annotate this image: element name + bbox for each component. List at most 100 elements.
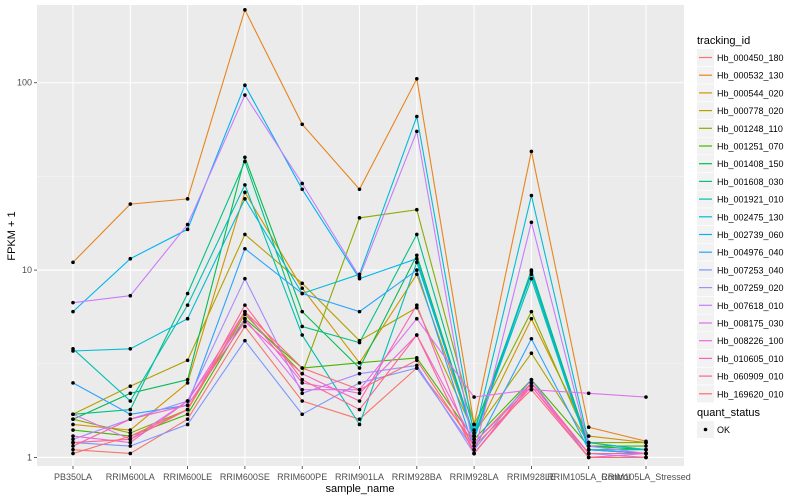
- data-point: [185, 227, 190, 232]
- data-point: [472, 451, 476, 456]
- data-point: [128, 407, 133, 412]
- data-point: [128, 256, 133, 261]
- data-point: [128, 444, 133, 448]
- data-point: [243, 183, 247, 187]
- legend-label: Hb_007253_040: [717, 265, 784, 275]
- data-point: [185, 381, 190, 385]
- x-axis-title: sample_name: [325, 483, 394, 495]
- data-point: [243, 190, 247, 195]
- x-tick-label: RRIM600LA: [106, 472, 155, 482]
- data-point: [586, 434, 591, 438]
- data-point: [243, 276, 247, 281]
- data-point: [185, 303, 190, 307]
- quant-status-ok-label: OK: [717, 425, 730, 435]
- data-point: [415, 272, 419, 277]
- series-points: [71, 8, 648, 460]
- data-point: [71, 440, 75, 445]
- data-point: [128, 434, 133, 438]
- data-point: [357, 391, 362, 396]
- legend-label: Hb_007618_010: [717, 301, 784, 311]
- data-point: [300, 324, 305, 329]
- legend-label: Hb_000532_130: [717, 71, 784, 81]
- data-point: [529, 384, 534, 388]
- data-point: [472, 437, 476, 442]
- data-point: [243, 197, 247, 201]
- data-point: [185, 412, 190, 417]
- data-point: [415, 114, 419, 119]
- data-point: [185, 197, 190, 201]
- plot-panel: [37, 5, 684, 466]
- quant-status-key-point: [703, 427, 708, 432]
- data-point: [529, 336, 534, 341]
- data-point: [71, 434, 75, 438]
- data-point: [415, 207, 419, 212]
- data-point: [71, 417, 75, 421]
- data-point: [586, 447, 591, 452]
- data-point: [357, 381, 362, 385]
- data-point: [128, 451, 133, 456]
- data-point: [128, 293, 133, 298]
- x-axis-ticks: PB350LA RRIM600LA RRIM600LE RRIM600SE RRIM60…: [54, 466, 691, 482]
- data-point: [128, 431, 133, 435]
- data-point: [472, 431, 476, 435]
- data-point: [300, 181, 305, 186]
- data-point: [185, 291, 190, 296]
- data-point: [586, 440, 591, 445]
- data-point: [357, 309, 362, 314]
- data-point: [529, 149, 534, 154]
- legend-label: Hb_000450_180: [717, 53, 784, 63]
- data-point: [529, 272, 534, 277]
- x-tick-label: RRIM928BA: [392, 472, 442, 482]
- data-point: [128, 440, 133, 445]
- legend-label: Hb_060909_010: [717, 372, 784, 382]
- legend-label: Hb_169620_010: [717, 389, 784, 399]
- data-point: [357, 360, 362, 365]
- x-tick-label: RRIM901LA: [335, 472, 384, 482]
- data-point: [128, 428, 133, 432]
- legend-label: Hb_001248_110: [717, 124, 783, 134]
- data-point: [300, 371, 305, 376]
- data-point: [300, 381, 305, 385]
- data-point: [243, 324, 247, 329]
- data-point: [128, 412, 133, 417]
- data-point: [243, 93, 247, 97]
- data-point: [529, 387, 534, 392]
- data-point: [71, 381, 75, 385]
- data-point: [415, 256, 419, 261]
- data-point: [415, 253, 419, 258]
- data-point: [644, 455, 648, 460]
- x-tick-label: RRIM105LA_Control: [547, 472, 630, 482]
- y-axis-title: FPKM + 1: [6, 211, 18, 260]
- data-point: [243, 232, 247, 237]
- data-point: [415, 268, 419, 272]
- legend-label: Hb_001251_070: [717, 142, 784, 152]
- data-point: [472, 422, 476, 427]
- data-point: [644, 395, 648, 399]
- data-point: [415, 305, 419, 310]
- data-point: [586, 455, 591, 460]
- data-point: [472, 444, 476, 448]
- y-axis-ticks: 1 10 100: [17, 78, 37, 462]
- data-point: [300, 377, 305, 382]
- data-point: [644, 447, 648, 452]
- data-point: [128, 347, 133, 351]
- data-point: [529, 269, 534, 274]
- data-point: [472, 428, 476, 432]
- y-tick-label: 10: [22, 265, 32, 275]
- data-point: [300, 399, 305, 403]
- data-point: [243, 316, 247, 321]
- data-point: [185, 377, 190, 382]
- x-tick-label: RRIM600LE: [163, 472, 212, 482]
- data-point: [71, 309, 75, 314]
- data-point: [128, 399, 133, 403]
- legend-label: Hb_001408_150: [717, 159, 784, 169]
- data-point: [71, 349, 75, 353]
- x-tick-label: PB350LA: [54, 472, 92, 482]
- data-point: [300, 291, 305, 296]
- data-point: [71, 444, 75, 448]
- data-point: [71, 260, 75, 265]
- data-point: [71, 422, 75, 427]
- data-point: [243, 246, 247, 251]
- data-point: [185, 407, 190, 412]
- data-point: [529, 377, 534, 382]
